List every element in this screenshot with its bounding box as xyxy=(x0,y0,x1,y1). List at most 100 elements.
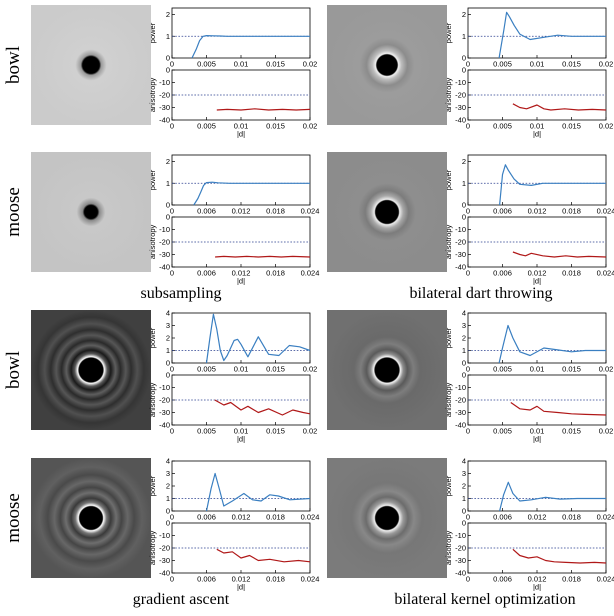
anisotropy-plot-7-ytick-label: 0 xyxy=(462,519,466,528)
power-plot-3-frame xyxy=(467,154,607,206)
anisotropy-plot-7-xlabel: |d| xyxy=(533,583,541,592)
power-plot-5-xtick-label: 0 xyxy=(466,365,470,374)
anisotropy-plot-1-series-line xyxy=(512,103,607,111)
power-plot-0-xtick-label: 0.015 xyxy=(266,60,285,69)
anisotropy-plot-3-xtick-label: 0 xyxy=(466,269,470,278)
power-plot-0-xtick-label: 0.02 xyxy=(303,60,318,69)
power-plot-3-xtick-label: 0.018 xyxy=(562,207,581,216)
power-plot-6-xtick-label: 0 xyxy=(170,513,174,522)
power-plot-5-series-line xyxy=(498,324,606,364)
anisotropy-plot-5-ytick-label: -20 xyxy=(455,396,466,405)
anisotropy-plot-5-xtick-label: 0.01 xyxy=(530,427,545,436)
anisotropy-plot-0-series-line xyxy=(216,108,311,111)
caption-bilateral-kernel-optimization: bilateral kernel optimization xyxy=(394,591,575,608)
power-plot-0-series-line xyxy=(191,34,310,59)
spectrum-image-subsampling-bowl xyxy=(31,5,151,125)
power-plot-7-ylabel: power xyxy=(444,475,453,496)
anisotropy-plot-0-ytick-label: -10 xyxy=(159,78,170,87)
spectrum-image-kernel-optimization-moose xyxy=(327,458,447,578)
power-plot-6-ytick-label: 3 xyxy=(166,469,170,478)
power-plot-5-ylabel: power xyxy=(444,327,453,348)
anisotropy-plot-6-xtick-label: 0.006 xyxy=(197,575,216,584)
anisotropy-plot-5-ytick-label: -10 xyxy=(455,383,466,392)
anisotropy-plot-6-ytick-label: -10 xyxy=(159,531,170,540)
anisotropy-plot-4-xtick-label: 0.005 xyxy=(197,427,216,436)
anisotropy-plot-1-ytick-label: 0 xyxy=(462,66,466,75)
power-plot-7-ytick-label: 0 xyxy=(462,507,466,516)
anisotropy-plot-7-ytick-label: -10 xyxy=(455,531,466,540)
row-label-moose-top: moose xyxy=(3,187,24,237)
anisotropy-plot-7-ytick-label: -30 xyxy=(455,556,466,565)
anisotropy-plot-1-xtick-label: 0.015 xyxy=(562,122,581,131)
anisotropy-plot-6-xtick-label: 0.024 xyxy=(301,575,320,584)
anisotropy-plot-0-xtick-label: 0.005 xyxy=(197,122,216,131)
anisotropy-plot-0-xtick-label: 0.01 xyxy=(234,122,249,131)
power-plot-0-xtick-label: 0.01 xyxy=(234,60,249,69)
anisotropy-plot-6-xlabel: |d| xyxy=(237,583,245,592)
anisotropy-plot-6-xtick-label: 0.012 xyxy=(232,575,251,584)
anisotropy-plot-0-ytick-label: 0 xyxy=(166,66,170,75)
power-plot-1-ytick-label: 1 xyxy=(462,32,466,41)
power-plot-2-xtick-label: 0.024 xyxy=(301,207,320,216)
anisotropy-plot-4-xtick-label: 0.02 xyxy=(303,427,318,436)
power-plot-6-xtick-label: 0.018 xyxy=(266,513,285,522)
power-plot-1-xtick-label: 0 xyxy=(466,60,470,69)
power-plot-2-frame xyxy=(171,154,311,206)
power-plot-2-series-line xyxy=(193,181,310,206)
power-plot-2-ytick-label: 2 xyxy=(166,157,170,166)
power-plot-3-xtick-label: 0.012 xyxy=(528,207,547,216)
anisotropy-plot-4-ylabel: anisotropy xyxy=(148,382,157,417)
power-plot-4-xtick-label: 0.02 xyxy=(303,365,318,374)
spectrum-image-gradient-ascent-bowl xyxy=(31,310,151,430)
power-plot-5-xtick-label: 0.015 xyxy=(562,365,581,374)
power-plot-1-xtick-label: 0.015 xyxy=(562,60,581,69)
anisotropy-plot-3-xtick-label: 0.012 xyxy=(528,269,547,278)
power-plot-5-ytick-label: 3 xyxy=(462,321,466,330)
caption-bilateral-dart-throwing: bilateral dart throwing xyxy=(409,285,552,302)
anisotropy-plot-4-xtick-label: 0.01 xyxy=(234,427,249,436)
anisotropy-plot-3-ytick-label: -40 xyxy=(455,263,466,272)
anisotropy-plot-7-xtick-label: 0 xyxy=(466,575,470,584)
anisotropy-plot-5-ytick-label: -30 xyxy=(455,408,466,417)
anisotropy-plot-4-ytick-label: -40 xyxy=(159,421,170,430)
anisotropy-plot-5-ylabel: anisotropy xyxy=(444,382,453,417)
power-plot-3-xtick-label: 0.006 xyxy=(493,207,512,216)
anisotropy-plot-6-series-line xyxy=(216,548,311,563)
spectrum-image-dart-throwing-bowl xyxy=(327,5,447,125)
power-plot-1-xtick-label: 0.02 xyxy=(599,60,614,69)
power-plot-0-ytick-label: 1 xyxy=(166,32,170,41)
power-plot-4-xtick-label: 0.005 xyxy=(197,365,216,374)
spectrum-image-kernel-optimization-bowl xyxy=(327,310,447,430)
anisotropy-plot-4-ytick-label: -20 xyxy=(159,396,170,405)
power-plot-5-ytick-label: 0 xyxy=(462,359,466,368)
row-label-bowl-top: bowl xyxy=(3,46,24,84)
spectrum-image-dart-throwing-moose xyxy=(327,152,447,272)
anisotropy-plot-5-ytick-label: 0 xyxy=(462,371,466,380)
power-plot-6-frame xyxy=(171,460,311,512)
anisotropy-plot-0-ytick-label: -40 xyxy=(159,116,170,125)
anisotropy-plot-3-ytick-label: -30 xyxy=(455,250,466,259)
anisotropy-plot-1-xtick-label: 0.02 xyxy=(599,122,614,131)
power-plot-5-xtick-label: 0.01 xyxy=(530,365,545,374)
anisotropy-plot-5-xtick-label: 0.02 xyxy=(599,427,614,436)
power-plot-4-xtick-label: 0 xyxy=(170,365,174,374)
anisotropy-plot-7-xtick-label: 0.018 xyxy=(562,575,581,584)
anisotropy-plot-6-ytick-label: 0 xyxy=(166,519,170,528)
power-plot-4-ytick-label: 4 xyxy=(166,309,170,318)
power-plot-5-ytick-label: 1 xyxy=(462,346,466,355)
spectrum-image-gradient-ascent-moose xyxy=(31,458,151,578)
anisotropy-plot-2-xtick-label: 0.012 xyxy=(232,269,251,278)
anisotropy-plot-5-series-line xyxy=(510,402,607,416)
caption-gradient-ascent: gradient ascent xyxy=(133,591,230,608)
power-plot-7-ytick-label: 2 xyxy=(462,482,466,491)
power-plot-7-ytick-label: 4 xyxy=(462,457,466,466)
anisotropy-plot-1-ytick-label: -20 xyxy=(455,91,466,100)
power-plot-4-xtick-label: 0.015 xyxy=(266,365,285,374)
power-plot-4-ytick-label: 1 xyxy=(166,346,170,355)
power-plot-0-ytick-label: 2 xyxy=(166,10,170,19)
power-plot-6-xtick-label: 0.024 xyxy=(301,513,320,522)
anisotropy-plot-7-xtick-label: 0.006 xyxy=(493,575,512,584)
power-plot-5-ytick-label: 2 xyxy=(462,334,466,343)
power-plot-7-ytick-label: 1 xyxy=(462,494,466,503)
